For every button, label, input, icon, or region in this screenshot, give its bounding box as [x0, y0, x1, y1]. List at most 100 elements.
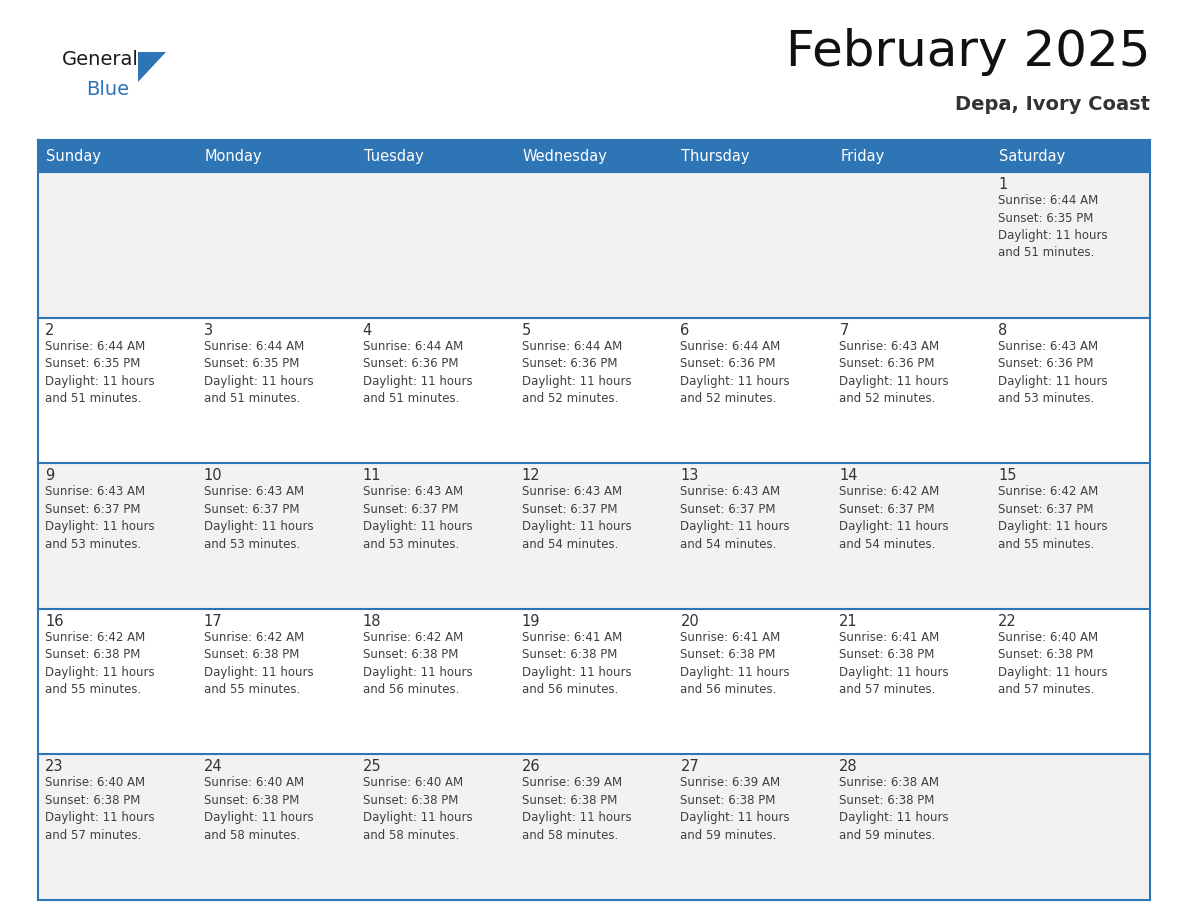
Text: 6: 6 [681, 322, 690, 338]
Text: Sunrise: 6:41 AM
Sunset: 6:38 PM
Daylight: 11 hours
and 56 minutes.: Sunrise: 6:41 AM Sunset: 6:38 PM Dayligh… [522, 631, 631, 696]
Text: Sunrise: 6:39 AM
Sunset: 6:38 PM
Daylight: 11 hours
and 58 minutes.: Sunrise: 6:39 AM Sunset: 6:38 PM Dayligh… [522, 777, 631, 842]
Bar [197, 609, 355, 755]
Text: Sunrise: 6:44 AM
Sunset: 6:35 PM
Daylight: 11 hours
and 51 minutes.: Sunrise: 6:44 AM Sunset: 6:35 PM Dayligh… [45, 340, 154, 405]
Bar [514, 140, 674, 172]
Text: 16: 16 [45, 614, 63, 629]
Text: Sunrise: 6:44 AM
Sunset: 6:35 PM
Daylight: 11 hours
and 51 minutes.: Sunrise: 6:44 AM Sunset: 6:35 PM Dayligh… [998, 194, 1107, 260]
Text: 13: 13 [681, 468, 699, 483]
Bar [355, 172, 514, 318]
Text: Sunrise: 6:43 AM
Sunset: 6:37 PM
Daylight: 11 hours
and 53 minutes.: Sunrise: 6:43 AM Sunset: 6:37 PM Dayligh… [204, 486, 314, 551]
Text: Tuesday: Tuesday [364, 149, 423, 163]
Text: 18: 18 [362, 614, 381, 629]
Bar [833, 172, 991, 318]
Bar [674, 464, 833, 609]
Bar [991, 609, 1150, 755]
Text: 22: 22 [998, 614, 1017, 629]
Text: Sunrise: 6:40 AM
Sunset: 6:38 PM
Daylight: 11 hours
and 58 minutes.: Sunrise: 6:40 AM Sunset: 6:38 PM Dayligh… [362, 777, 473, 842]
Text: Wednesday: Wednesday [523, 149, 607, 163]
Text: Sunday: Sunday [46, 149, 101, 163]
Bar [991, 172, 1150, 318]
Text: Blue: Blue [86, 80, 129, 99]
Text: Sunrise: 6:40 AM
Sunset: 6:38 PM
Daylight: 11 hours
and 57 minutes.: Sunrise: 6:40 AM Sunset: 6:38 PM Dayligh… [998, 631, 1107, 696]
Text: Sunrise: 6:44 AM
Sunset: 6:35 PM
Daylight: 11 hours
and 51 minutes.: Sunrise: 6:44 AM Sunset: 6:35 PM Dayligh… [204, 340, 314, 405]
Text: Thursday: Thursday [682, 149, 750, 163]
Text: Sunrise: 6:44 AM
Sunset: 6:36 PM
Daylight: 11 hours
and 51 minutes.: Sunrise: 6:44 AM Sunset: 6:36 PM Dayligh… [362, 340, 473, 405]
Text: 2: 2 [45, 322, 55, 338]
Bar [355, 464, 514, 609]
Bar [514, 318, 674, 464]
Text: Sunrise: 6:42 AM
Sunset: 6:37 PM
Daylight: 11 hours
and 55 minutes.: Sunrise: 6:42 AM Sunset: 6:37 PM Dayligh… [998, 486, 1107, 551]
Bar [833, 464, 991, 609]
Text: Sunrise: 6:42 AM
Sunset: 6:38 PM
Daylight: 11 hours
and 55 minutes.: Sunrise: 6:42 AM Sunset: 6:38 PM Dayligh… [45, 631, 154, 696]
Text: 8: 8 [998, 322, 1007, 338]
Bar [991, 140, 1150, 172]
Text: 26: 26 [522, 759, 541, 775]
Text: Depa, Ivory Coast: Depa, Ivory Coast [955, 95, 1150, 114]
Text: Sunrise: 6:43 AM
Sunset: 6:36 PM
Daylight: 11 hours
and 53 minutes.: Sunrise: 6:43 AM Sunset: 6:36 PM Dayligh… [998, 340, 1107, 405]
Bar [514, 755, 674, 900]
Bar [674, 755, 833, 900]
Text: Sunrise: 6:43 AM
Sunset: 6:37 PM
Daylight: 11 hours
and 53 minutes.: Sunrise: 6:43 AM Sunset: 6:37 PM Dayligh… [362, 486, 473, 551]
Text: Saturday: Saturday [999, 149, 1066, 163]
Text: Sunrise: 6:43 AM
Sunset: 6:36 PM
Daylight: 11 hours
and 52 minutes.: Sunrise: 6:43 AM Sunset: 6:36 PM Dayligh… [839, 340, 949, 405]
Bar [355, 140, 514, 172]
Text: 24: 24 [204, 759, 222, 775]
Text: 27: 27 [681, 759, 700, 775]
Text: Sunrise: 6:42 AM
Sunset: 6:37 PM
Daylight: 11 hours
and 54 minutes.: Sunrise: 6:42 AM Sunset: 6:37 PM Dayligh… [839, 486, 949, 551]
Text: 3: 3 [204, 322, 213, 338]
Text: 15: 15 [998, 468, 1017, 483]
Text: Friday: Friday [840, 149, 885, 163]
Bar [674, 609, 833, 755]
Bar [38, 172, 197, 318]
Bar [38, 609, 197, 755]
Text: 1: 1 [998, 177, 1007, 192]
Text: 25: 25 [362, 759, 381, 775]
Text: Monday: Monday [204, 149, 263, 163]
Bar [197, 318, 355, 464]
Text: 21: 21 [839, 614, 858, 629]
Bar [197, 755, 355, 900]
Text: 4: 4 [362, 322, 372, 338]
Text: February 2025: February 2025 [785, 28, 1150, 76]
Bar [674, 140, 833, 172]
Bar [991, 464, 1150, 609]
Text: 28: 28 [839, 759, 858, 775]
Text: 5: 5 [522, 322, 531, 338]
Bar [197, 140, 355, 172]
Text: Sunrise: 6:43 AM
Sunset: 6:37 PM
Daylight: 11 hours
and 54 minutes.: Sunrise: 6:43 AM Sunset: 6:37 PM Dayligh… [681, 486, 790, 551]
Bar [833, 755, 991, 900]
Text: 14: 14 [839, 468, 858, 483]
Bar [674, 318, 833, 464]
Text: 9: 9 [45, 468, 55, 483]
Text: 7: 7 [839, 322, 848, 338]
Bar [514, 464, 674, 609]
Bar [991, 755, 1150, 900]
Bar [355, 755, 514, 900]
Text: Sunrise: 6:43 AM
Sunset: 6:37 PM
Daylight: 11 hours
and 53 minutes.: Sunrise: 6:43 AM Sunset: 6:37 PM Dayligh… [45, 486, 154, 551]
Text: 12: 12 [522, 468, 541, 483]
Text: Sunrise: 6:42 AM
Sunset: 6:38 PM
Daylight: 11 hours
and 56 minutes.: Sunrise: 6:42 AM Sunset: 6:38 PM Dayligh… [362, 631, 473, 696]
Text: 19: 19 [522, 614, 541, 629]
Polygon shape [138, 52, 166, 82]
Bar [38, 140, 197, 172]
Bar [514, 609, 674, 755]
Text: 17: 17 [204, 614, 222, 629]
Text: Sunrise: 6:41 AM
Sunset: 6:38 PM
Daylight: 11 hours
and 57 minutes.: Sunrise: 6:41 AM Sunset: 6:38 PM Dayligh… [839, 631, 949, 696]
Text: 23: 23 [45, 759, 63, 775]
Text: Sunrise: 6:42 AM
Sunset: 6:38 PM
Daylight: 11 hours
and 55 minutes.: Sunrise: 6:42 AM Sunset: 6:38 PM Dayligh… [204, 631, 314, 696]
Bar [991, 318, 1150, 464]
Bar [38, 318, 197, 464]
Text: Sunrise: 6:43 AM
Sunset: 6:37 PM
Daylight: 11 hours
and 54 minutes.: Sunrise: 6:43 AM Sunset: 6:37 PM Dayligh… [522, 486, 631, 551]
Text: 20: 20 [681, 614, 700, 629]
Text: Sunrise: 6:41 AM
Sunset: 6:38 PM
Daylight: 11 hours
and 56 minutes.: Sunrise: 6:41 AM Sunset: 6:38 PM Dayligh… [681, 631, 790, 696]
Bar [355, 609, 514, 755]
Bar [674, 172, 833, 318]
Text: Sunrise: 6:40 AM
Sunset: 6:38 PM
Daylight: 11 hours
and 57 minutes.: Sunrise: 6:40 AM Sunset: 6:38 PM Dayligh… [45, 777, 154, 842]
Bar [833, 140, 991, 172]
Bar [514, 172, 674, 318]
Bar [38, 755, 197, 900]
Bar [197, 464, 355, 609]
Bar [197, 172, 355, 318]
Text: 11: 11 [362, 468, 381, 483]
Text: Sunrise: 6:39 AM
Sunset: 6:38 PM
Daylight: 11 hours
and 59 minutes.: Sunrise: 6:39 AM Sunset: 6:38 PM Dayligh… [681, 777, 790, 842]
